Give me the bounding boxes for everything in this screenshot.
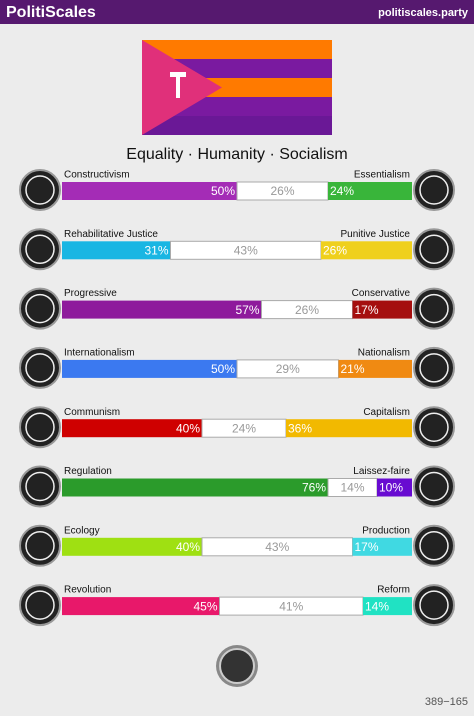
right-label: Conservative: [352, 288, 411, 299]
score-label: 40%: [176, 421, 200, 435]
right-label: Punitive Justice: [341, 229, 411, 240]
score-bar: [286, 419, 412, 438]
score-label: 41%: [279, 599, 303, 613]
score-bar: [352, 300, 412, 319]
axis-icon-inner: [419, 234, 449, 265]
axis-icon-inner: [419, 531, 449, 561]
right-label: Laissez-faire: [353, 466, 410, 477]
score-label: 17%: [355, 303, 379, 317]
score-label: 57%: [235, 303, 259, 317]
footer-code: 389−165: [425, 696, 468, 708]
axis-icon-inner: [419, 471, 449, 502]
score-label: 26%: [295, 303, 319, 317]
left-label: Internationalism: [64, 348, 135, 359]
score-label: 40%: [176, 540, 200, 554]
left-label: Regulation: [64, 466, 112, 477]
left-label: Constructivism: [64, 170, 130, 181]
score-bar: [352, 537, 412, 556]
score-label: 43%: [234, 243, 258, 257]
axis-icon-inner: [419, 293, 449, 324]
axis-icon-inner: [419, 353, 449, 383]
score-bar: [62, 359, 237, 378]
score-label: 14%: [340, 481, 364, 495]
motto: Equality · Humanity · Socialism: [126, 146, 347, 163]
score-label: 14%: [365, 599, 389, 613]
score-bar: [62, 597, 220, 616]
axis-icon-inner: [419, 412, 449, 442]
score-label: 76%: [302, 481, 326, 495]
badge: [216, 645, 258, 687]
score-bar: [338, 359, 412, 378]
score-label: 24%: [330, 184, 354, 198]
score-bar: [62, 478, 328, 497]
axis-icon-inner: [25, 471, 55, 502]
score-label: 17%: [355, 540, 379, 554]
score-bar: [377, 478, 412, 497]
right-label: Reform: [377, 585, 410, 596]
axis-icon-inner: [25, 175, 55, 205]
score-label: 31%: [144, 243, 168, 257]
score-label: 43%: [265, 540, 289, 554]
left-label: Ecology: [64, 525, 100, 536]
score-bar: [62, 537, 202, 556]
axis-icon-inner: [419, 175, 449, 205]
score-bar: [62, 419, 202, 438]
score-label: 24%: [232, 421, 256, 435]
score-bar: [62, 241, 171, 260]
score-bar: [62, 300, 262, 319]
score-label: 26%: [270, 184, 294, 198]
left-label: Revolution: [64, 585, 111, 596]
right-label: Nationalism: [358, 348, 410, 359]
axis-icon-inner: [25, 293, 55, 324]
left-label: Rehabilitative Justice: [64, 229, 158, 240]
header-bar: [0, 0, 474, 24]
right-label: Production: [362, 525, 410, 536]
score-label: 10%: [379, 481, 403, 495]
score-bar: [62, 182, 237, 200]
score-bar: [321, 241, 412, 260]
right-label: Essentialism: [354, 170, 410, 181]
score-label: 29%: [276, 362, 300, 376]
axis-icon-inner: [419, 590, 449, 620]
left-label: Communism: [64, 407, 120, 418]
score-label: 36%: [288, 421, 312, 435]
left-label: Progressive: [64, 288, 117, 299]
site-link[interactable]: politiscales.party: [378, 7, 469, 19]
score-bar: [363, 597, 412, 616]
axis-icon-inner: [25, 590, 55, 620]
axis-icon-inner: [25, 353, 55, 383]
score-label: 45%: [193, 599, 217, 613]
right-label: Capitalism: [363, 407, 410, 418]
app-title[interactable]: PolitiScales: [6, 4, 96, 21]
score-label: 50%: [211, 184, 235, 198]
axis-icon-inner: [25, 412, 55, 442]
axis-icon-inner: [25, 531, 55, 561]
score-label: 21%: [341, 362, 365, 376]
score-label: 50%: [211, 362, 235, 376]
score-label: 26%: [323, 243, 347, 257]
axis-icon-inner: [25, 234, 55, 265]
score-bar: [328, 182, 412, 200]
flag: [142, 40, 332, 135]
